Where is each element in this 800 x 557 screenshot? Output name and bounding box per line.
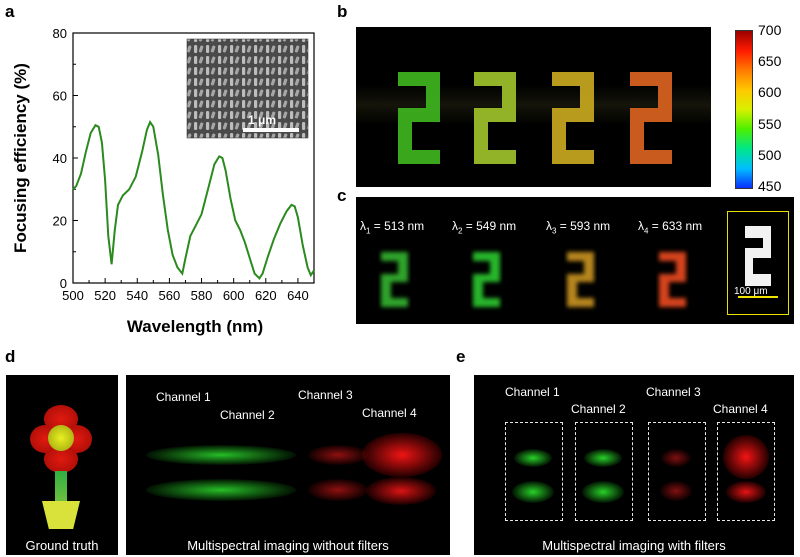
inset-scale-label: 1 μm [248, 113, 276, 127]
colorbar-tick-label: 450 [758, 178, 782, 194]
efficiency-chart: 500 520 540 560 580 600 620 640 0 20 40 60 80 Wavel… [11, 26, 315, 336]
panel-c-image: λ1 = 513 nm λ2 = 549 nm λ3 = 593 nm λ4 =… [356, 197, 794, 324]
focused-digit [567, 252, 594, 307]
colorbar-tick-label: 500 [758, 146, 782, 163]
x-tick-label: 580 [191, 288, 213, 303]
wavelength-colorbar [735, 30, 753, 189]
spectral-digit [630, 72, 672, 164]
y-axis-label: Focusing efficiency (%) [11, 63, 30, 253]
filter-channel-3: Channel 3 [646, 385, 701, 399]
wavelength-label-3: λ3 = 593 nm [546, 219, 611, 236]
reference-scale-bar [738, 296, 778, 298]
nofilter-channel-4: Channel 4 [362, 406, 417, 420]
x-tick-label: 540 [126, 288, 148, 303]
nofilter-channel-2: Channel 2 [220, 408, 275, 422]
no-filter-image: Channel 1 Channel 2 Channel 3 Channel 4 … [126, 375, 450, 555]
x-axis-label: Wavelength (nm) [127, 317, 263, 336]
x-axis-ticks: 500 520 540 560 580 600 620 640 [62, 278, 309, 303]
x-tick-label: 560 [159, 288, 181, 303]
channel-1-box [505, 422, 563, 521]
filter-channel-2: Channel 2 [571, 402, 626, 416]
y-tick-label: 40 [53, 151, 67, 166]
sem-inset-image: 1 μm [186, 38, 309, 139]
x-tick-label: 500 [62, 288, 84, 303]
nofilter-caption: Multispectral imaging without filters [187, 538, 389, 553]
with-filter-caption: Multispectral imaging with filters [542, 538, 726, 553]
y-axis-ticks: 0 20 40 60 80 [53, 26, 78, 291]
panel-label-a: a [5, 2, 15, 21]
y-tick-label: 60 [53, 89, 67, 104]
x-tick-label: 600 [223, 288, 245, 303]
channel-2-box [575, 422, 633, 521]
filter-channel-4: Channel 4 [713, 402, 768, 416]
spectral-digit [398, 72, 440, 164]
panel-label-c: c [337, 186, 347, 205]
filter-channel-1: Channel 1 [505, 385, 560, 399]
focused-digit [473, 252, 500, 307]
wavelength-label-2: λ2 = 549 nm [452, 219, 517, 236]
with-filter-image: Channel 1 Channel 2 Channel 3 Channel 4 … [474, 375, 794, 555]
spectral-digit [474, 72, 516, 164]
x-tick-label: 520 [94, 288, 116, 303]
colorbar-tick-label: 650 [758, 53, 782, 70]
wavelength-label-4: λ4 = 633 nm [638, 219, 703, 236]
colorbar-tick-label: 700 [758, 22, 782, 38]
y-tick-label: 80 [53, 26, 67, 41]
efficiency-curve [72, 120, 315, 280]
reference-scale-label: 100 μm [734, 286, 768, 297]
x-tick-label: 620 [255, 288, 277, 303]
colorbar-tick-label: 600 [758, 84, 782, 101]
spectral-digit [552, 72, 594, 164]
y-tick-label: 0 [60, 276, 67, 291]
panel-label-d: d [5, 347, 16, 366]
panel-b-image [356, 27, 711, 187]
inset-scale-bar [243, 128, 299, 132]
focused-digit [381, 252, 408, 307]
wavelength-label-1: λ1 = 513 nm [360, 219, 425, 236]
panel-label-b: b [337, 2, 348, 21]
reference-digit-box: 100 μm [727, 211, 789, 315]
y-tick-label: 20 [53, 214, 67, 229]
panel-label-e: e [456, 347, 466, 366]
nofilter-channel-3: Channel 3 [298, 388, 353, 402]
channel-3-box [648, 422, 706, 521]
channel-4-box [717, 422, 775, 521]
focused-digit [659, 252, 686, 307]
ground-truth-caption: Ground truth [25, 538, 99, 553]
ground-truth-image: Ground truth [6, 375, 118, 555]
colorbar-tick-label: 550 [758, 115, 782, 132]
nofilter-channel-1: Channel 1 [156, 390, 211, 404]
x-tick-label: 640 [287, 288, 309, 303]
